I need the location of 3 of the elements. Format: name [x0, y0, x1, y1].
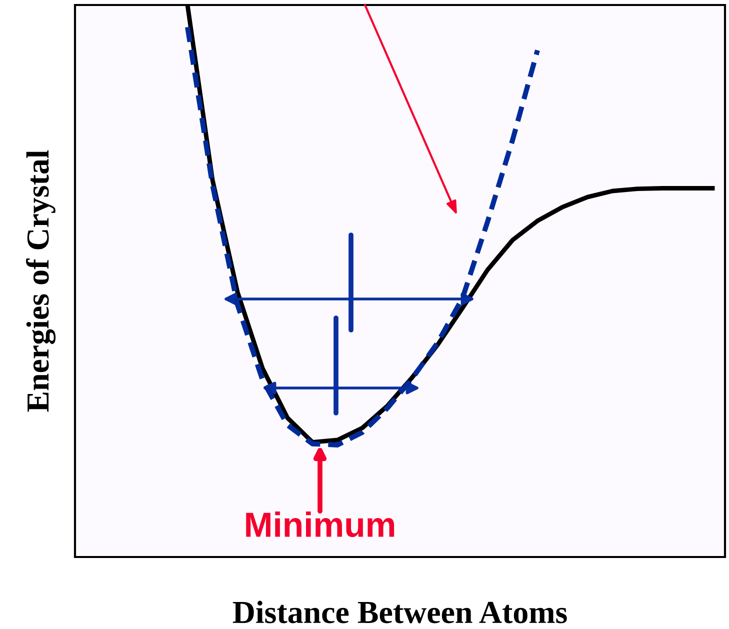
annotation: Minimum [246, 512, 394, 538]
y-axis-title: Energies of Crystal [26, 150, 56, 412]
x-axis-title: Distance Between Atoms [232, 600, 567, 624]
